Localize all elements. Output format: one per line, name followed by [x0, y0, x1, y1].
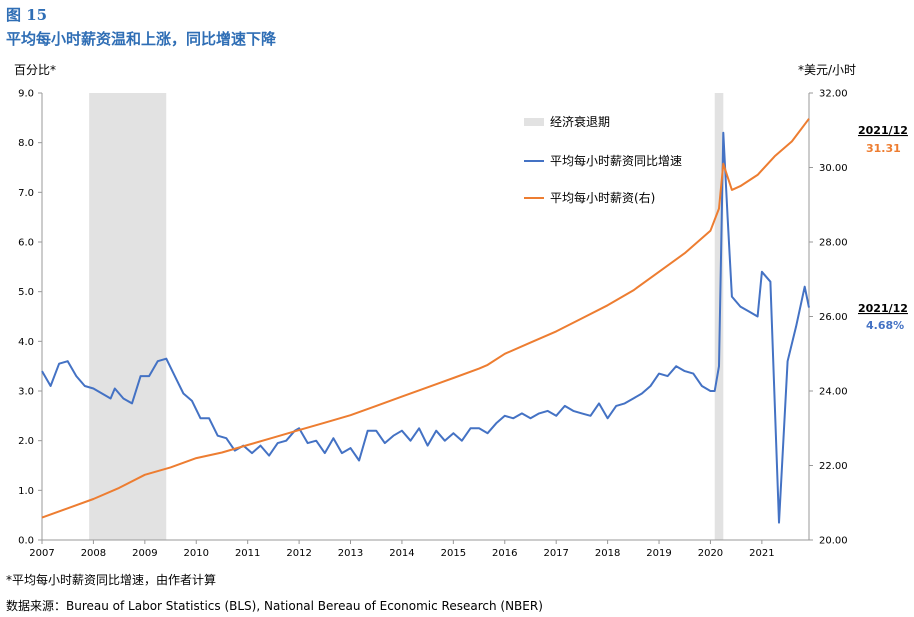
wage-annotation: 2021/12 31.31: [858, 124, 908, 155]
wage-growth-line: [41, 131, 810, 524]
growth-annotation-date: 2021/12: [858, 302, 908, 315]
chart-title: 平均每小时薪资温和上涨，同比增速下降: [6, 30, 277, 48]
right-tick-label: 28.00: [819, 238, 848, 249]
x-tick-label: 2010: [184, 548, 209, 559]
hourly-wage-line: [41, 118, 810, 519]
x-tick-label: 2019: [646, 548, 671, 559]
legend-label: 平均每小时薪资同比增速: [550, 153, 682, 168]
right-tick-label: 30.00: [819, 163, 848, 174]
left-tick-label: 1.0: [18, 486, 34, 497]
recession-band: [89, 93, 167, 540]
x-tick-label: 2018: [595, 548, 620, 559]
chart-axes: 0.0 1.0 2.0 3.0 4.0 5.0 6.0 7.0 8.0 9.0 20.00 22.00…: [18, 89, 848, 560]
x-tick-label: 2020: [698, 548, 723, 559]
right-tick-label: 22.00: [819, 461, 848, 472]
right-axis-unit: *美元/小时: [798, 63, 857, 77]
x-tick-label: 2017: [543, 548, 568, 559]
left-tick-label: 9.0: [18, 89, 34, 100]
left-tick-label: 6.0: [18, 238, 34, 249]
x-tick-label: 2009: [132, 548, 157, 559]
x-tick-label: 2014: [389, 548, 414, 559]
legend-label: 平均每小时薪资(右): [550, 190, 655, 205]
right-tick-label: 26.00: [819, 312, 848, 323]
x-tick-label: 2013: [338, 548, 363, 559]
wage-annotation-value: 31.31: [866, 142, 901, 155]
footnote: *平均每小时薪资同比增速，由作者计算: [6, 573, 217, 587]
left-tick-label: 3.0: [18, 387, 34, 398]
left-axis-unit: 百分比*: [14, 63, 57, 77]
figure-number: 图 15: [6, 6, 48, 24]
growth-annotation: 2021/12 4.68%: [858, 302, 908, 332]
legend-recession-swatch: [524, 118, 544, 126]
x-tick-label: 2011: [235, 548, 260, 559]
left-tick-label: 0.0: [18, 536, 34, 547]
x-tick-label: 2016: [492, 548, 517, 559]
data-source: 数据来源：Bureau of Labor Statistics (BLS), N…: [6, 599, 543, 613]
right-tick-label: 20.00: [819, 536, 848, 547]
left-tick-label: 8.0: [18, 138, 34, 149]
chart-series: [41, 118, 810, 524]
x-tick-label: 2012: [286, 548, 311, 559]
x-tick-label: 2008: [81, 548, 106, 559]
x-tick-label: 2007: [29, 548, 54, 559]
left-tick-label: 2.0: [18, 436, 34, 447]
left-tick-label: 4.0: [18, 337, 34, 348]
wage-annotation-date: 2021/12: [858, 124, 908, 137]
x-tick-label: 2015: [441, 548, 466, 559]
left-tick-label: 7.0: [18, 188, 34, 199]
growth-annotation-value: 4.68%: [866, 319, 904, 332]
x-tick-label: 2021: [749, 548, 774, 559]
right-tick-label: 24.00: [819, 387, 848, 398]
left-tick-label: 5.0: [18, 287, 34, 298]
right-tick-label: 32.00: [819, 89, 848, 100]
legend-label: 经济衰退期: [550, 114, 610, 129]
